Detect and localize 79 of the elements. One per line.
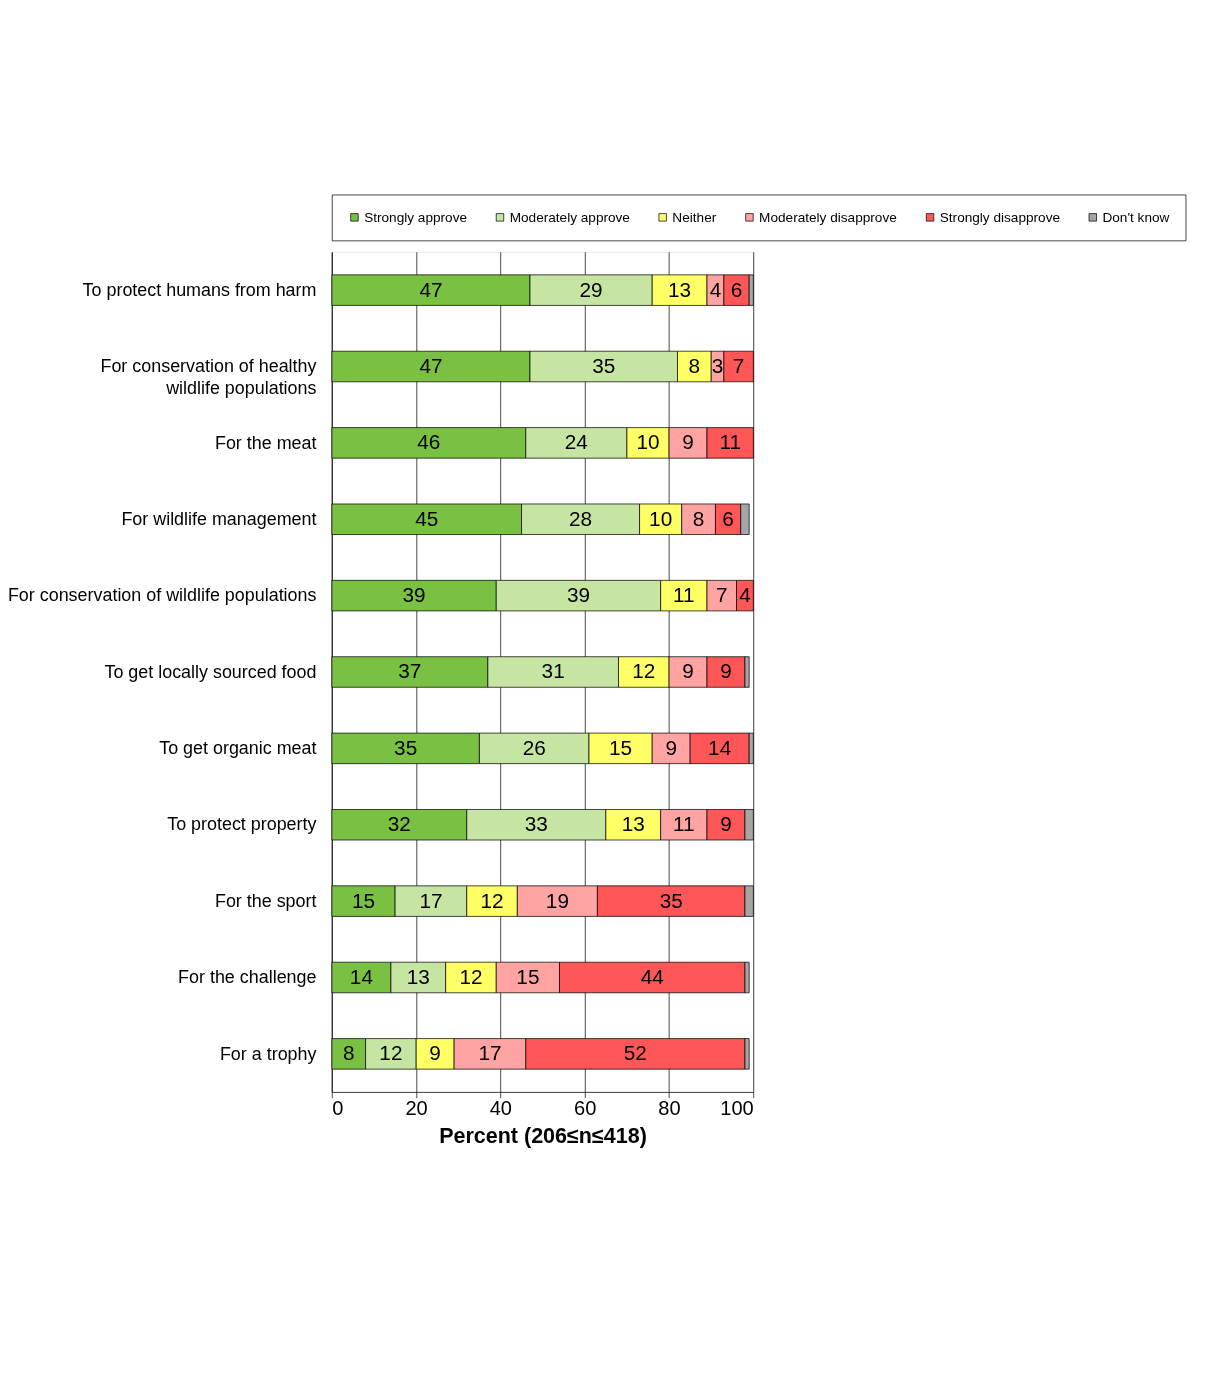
data-label: 28 xyxy=(569,506,593,530)
data-label: 46 xyxy=(417,430,441,454)
data-label: 4 xyxy=(709,277,722,301)
y-tick-label: For the challenge xyxy=(178,967,317,988)
legend-label: Neither xyxy=(672,209,717,225)
data-label: 39 xyxy=(566,583,591,607)
x-axis-title: Percent (206≤n≤418) xyxy=(439,1123,647,1148)
x-tick-label: 40 xyxy=(489,1097,512,1120)
y-tick-label: For a trophy xyxy=(219,1043,317,1064)
data-label: 15 xyxy=(516,964,540,988)
data-label: 24 xyxy=(564,430,588,454)
y-tick-label: To protect property xyxy=(167,814,317,835)
y-tick-label: For wildlife management xyxy=(121,508,317,529)
data-label: 9 xyxy=(720,812,732,836)
data-label: 9 xyxy=(682,659,694,683)
x-tick-label: 60 xyxy=(573,1097,597,1120)
data-label: 12 xyxy=(379,1041,403,1065)
data-label: 12 xyxy=(632,659,656,683)
data-label: 39 xyxy=(402,583,426,607)
data-label: 14 xyxy=(349,964,373,988)
data-label: 44 xyxy=(640,964,664,988)
data-label: 6 xyxy=(722,506,734,530)
data-label: 31 xyxy=(541,659,565,683)
data-label: 35 xyxy=(394,735,418,759)
x-tick-label: 80 xyxy=(658,1097,681,1120)
data-label: 14 xyxy=(708,735,732,759)
data-label: 33 xyxy=(524,812,548,836)
data-label: 12 xyxy=(459,964,483,988)
y-tick-label: For conservation of wildlife populations xyxy=(7,585,317,606)
data-label: 3 xyxy=(711,353,724,377)
data-label: 8 xyxy=(342,1041,355,1065)
data-label: 47 xyxy=(419,277,443,301)
y-tick-label: To get locally sourced food xyxy=(104,661,317,682)
data-label: 45 xyxy=(415,506,439,530)
data-label: 7 xyxy=(715,583,728,607)
data-label: 11 xyxy=(719,430,741,454)
data-label: 32 xyxy=(387,812,411,836)
data-label: 11 xyxy=(673,812,695,836)
data-label: 12 xyxy=(480,888,504,912)
legend-label: Strongly disapprove xyxy=(939,209,1061,225)
data-label: 9 xyxy=(720,659,732,683)
data-label: 8 xyxy=(692,506,705,530)
y-tick-label: For conservation of healthy wildlife populations xyxy=(100,356,317,399)
legend-label: Strongly approve xyxy=(364,209,468,225)
data-label: 10 xyxy=(636,430,660,454)
data-label: 10 xyxy=(649,506,673,530)
data-label: 11 xyxy=(673,583,695,607)
data-label: 35 xyxy=(592,353,616,377)
data-label: 52 xyxy=(623,1041,647,1065)
data-label: 9 xyxy=(682,430,694,454)
legend-label: Moderately approve xyxy=(509,209,630,225)
data-label: 19 xyxy=(545,888,569,912)
data-label: 29 xyxy=(579,277,603,301)
data-label: 15 xyxy=(351,888,376,912)
data-label: 15 xyxy=(609,735,633,759)
x-tick-label: 0 xyxy=(332,1097,344,1120)
y-tick-label: For the sport xyxy=(214,890,317,911)
y-tick-label: For the meat xyxy=(214,432,317,453)
data-label: 13 xyxy=(668,277,692,301)
data-label: 37 xyxy=(398,659,422,683)
legend-label: Moderately disapprove xyxy=(759,209,897,225)
x-tick-label: 20 xyxy=(405,1097,428,1120)
data-label: 7 xyxy=(732,353,745,377)
data-label: 47 xyxy=(419,353,443,377)
data-label: 6 xyxy=(730,277,743,301)
data-label: 13 xyxy=(406,964,430,988)
legend-label: Don't know xyxy=(1102,209,1170,225)
data-label: 17 xyxy=(478,1041,502,1065)
data-label: 8 xyxy=(688,353,701,377)
data-label: 26 xyxy=(522,735,546,759)
data-label: 4 xyxy=(739,583,751,607)
data-label: 17 xyxy=(419,888,443,912)
x-tick-label: 100 xyxy=(720,1097,754,1120)
y-tick-label: To get organic meat xyxy=(159,738,317,759)
data-label: 9 xyxy=(665,735,677,759)
data-label: 35 xyxy=(659,888,683,912)
y-tick-label: To protect humans from harm xyxy=(82,279,317,300)
data-label: 9 xyxy=(429,1041,441,1065)
data-label: 13 xyxy=(621,812,645,836)
